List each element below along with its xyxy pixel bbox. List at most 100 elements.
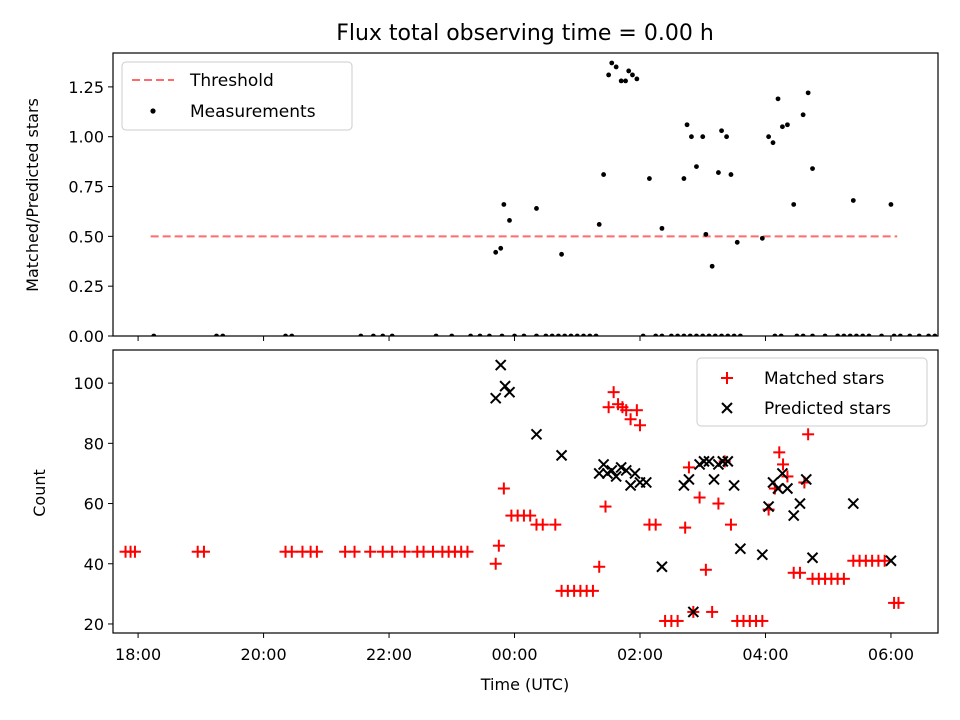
measurements-legend-swatch bbox=[150, 108, 156, 114]
matched-star-point bbox=[671, 614, 684, 627]
measurement-point bbox=[780, 124, 785, 130]
measurement-point bbox=[559, 251, 564, 257]
legend-measurements-label: Measurements bbox=[190, 102, 316, 122]
matched-star-point bbox=[492, 539, 505, 552]
x-tick-label: 22:00 bbox=[366, 645, 412, 664]
predicted-star-point bbox=[503, 386, 516, 398]
y-tick-label: 0.00 bbox=[68, 327, 104, 346]
matched-star-point bbox=[682, 461, 695, 474]
matched-star-point bbox=[837, 572, 850, 585]
matched-star-point bbox=[197, 545, 210, 558]
legend-matched-label: Matched stars bbox=[764, 369, 884, 389]
legend-threshold-label: Threshold bbox=[189, 71, 274, 91]
y-tick-label: 1.00 bbox=[68, 128, 104, 147]
measurement-point bbox=[647, 176, 652, 181]
predicted-star-point bbox=[717, 455, 729, 468]
matched-star-point bbox=[285, 545, 298, 558]
measurement-point bbox=[805, 90, 811, 96]
top-y-axis-label: Matched/Predicted stars bbox=[23, 98, 42, 292]
measurement-point bbox=[810, 166, 815, 171]
predicted-star-point bbox=[499, 380, 511, 392]
matched-star-point bbox=[892, 596, 905, 609]
measurement-point bbox=[728, 172, 734, 177]
bottom-plot-area bbox=[60, 359, 905, 627]
matched-star-point bbox=[60, 546, 72, 558]
predicted-star-point bbox=[728, 479, 740, 492]
predicted-star-point bbox=[885, 555, 897, 567]
matched-star-point bbox=[679, 521, 692, 534]
matched-star-point bbox=[497, 482, 510, 495]
y-tick-label: 40 bbox=[84, 555, 104, 574]
y-tick-label: 1.25 bbox=[68, 78, 104, 97]
bottom-panel: Count Time (UTC) 20 40 60 80 100 18:00 20:00 2… bbox=[30, 349, 939, 694]
predicted-star-point bbox=[734, 542, 747, 555]
measurement-point bbox=[613, 64, 619, 70]
measurement-point bbox=[534, 206, 539, 211]
measurement-point bbox=[850, 198, 856, 203]
predicted-star-point bbox=[776, 467, 789, 480]
matched-star-point bbox=[699, 563, 712, 576]
matched-star-point bbox=[773, 446, 786, 459]
predicted-star-point bbox=[606, 464, 618, 477]
matched-star-point bbox=[756, 614, 769, 627]
bottom-y-axis-label: Count bbox=[30, 469, 49, 517]
matched-star-point bbox=[593, 560, 606, 573]
top-axes-frame bbox=[112, 52, 939, 337]
top-plot-area bbox=[150, 60, 938, 336]
measurement-point bbox=[716, 170, 721, 175]
predicted-star-point bbox=[610, 470, 622, 483]
matched-star-point bbox=[630, 404, 643, 417]
bottom-axes-frame bbox=[112, 349, 939, 634]
measurement-point bbox=[626, 68, 632, 74]
y-tick-label: 80 bbox=[84, 434, 104, 453]
measurement-point bbox=[888, 202, 894, 207]
measurement-point bbox=[634, 76, 640, 82]
matched-star-point bbox=[781, 470, 794, 483]
measurement-point bbox=[785, 122, 790, 128]
predicted-star-point bbox=[703, 455, 715, 468]
predicted-star-point bbox=[620, 464, 632, 477]
measurement-point bbox=[775, 96, 781, 102]
y-tick-label: 100 bbox=[73, 374, 104, 393]
predicted-star-point bbox=[756, 549, 769, 561]
measurement-point bbox=[734, 239, 740, 245]
measurement-point bbox=[493, 249, 499, 255]
matched-star-point bbox=[602, 401, 615, 414]
matched-star-point bbox=[364, 545, 377, 558]
predicted-star-point bbox=[555, 449, 568, 462]
measurement-point bbox=[759, 235, 765, 241]
matched-star-point bbox=[549, 518, 562, 531]
measurement-point bbox=[507, 218, 512, 223]
measurement-point bbox=[501, 202, 507, 207]
top-panel: Flux total observing time = 0.00 h Match… bbox=[23, 21, 939, 346]
matched-star-point bbox=[693, 491, 706, 504]
predicted-star-point bbox=[847, 497, 860, 510]
measurement-point bbox=[618, 78, 624, 84]
x-tick-label: 04:00 bbox=[742, 645, 788, 664]
top-y-ticks: 0.00 0.25 0.50 0.75 1.00 1.25 bbox=[68, 78, 113, 346]
matched-legend-swatch bbox=[721, 372, 733, 384]
measurement-point bbox=[601, 172, 607, 177]
matched-star-point bbox=[633, 419, 646, 432]
measurement-point bbox=[596, 221, 602, 227]
predicted-star-point bbox=[800, 473, 812, 486]
predicted-star-point bbox=[772, 482, 784, 495]
chart-title: Flux total observing time = 0.00 h bbox=[336, 21, 714, 46]
matched-star-point bbox=[536, 518, 549, 531]
measurement-point bbox=[703, 231, 709, 237]
predicted-star-point bbox=[597, 458, 610, 471]
matched-star-point bbox=[624, 413, 637, 426]
x-tick-label: 20:00 bbox=[241, 645, 287, 664]
matched-star-point bbox=[599, 500, 612, 513]
bottom-legend-box bbox=[696, 357, 928, 427]
matched-star-point bbox=[649, 518, 662, 531]
predicted-star-point bbox=[489, 392, 502, 404]
predicted-star-point bbox=[624, 479, 637, 492]
x-tick-label: 02:00 bbox=[617, 645, 663, 664]
matched-star-point bbox=[310, 545, 323, 558]
bottom-y-ticks: 20 40 60 80 100 bbox=[73, 374, 113, 634]
matched-star-point bbox=[128, 545, 141, 558]
measurement-point bbox=[694, 164, 699, 169]
predicted-star-point bbox=[698, 455, 710, 468]
measurement-point bbox=[770, 140, 776, 146]
